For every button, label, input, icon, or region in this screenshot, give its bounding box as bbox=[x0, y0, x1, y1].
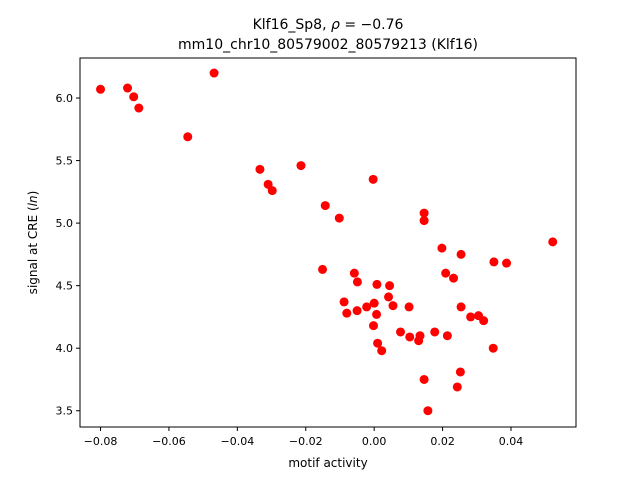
data-point-46 bbox=[479, 316, 489, 326]
y-tick-label-4: 5.0 bbox=[56, 217, 74, 230]
data-point-16 bbox=[352, 277, 362, 287]
data-points bbox=[96, 68, 558, 416]
data-point-7 bbox=[255, 164, 265, 174]
y-tick-label-6: 6.0 bbox=[56, 92, 74, 105]
data-point-10 bbox=[296, 161, 306, 171]
data-point-25 bbox=[388, 301, 398, 311]
y-axis-label-suffix: ) bbox=[26, 191, 40, 196]
data-point-17 bbox=[372, 279, 382, 289]
data-point-19 bbox=[384, 292, 394, 302]
data-point-11 bbox=[368, 174, 378, 184]
chart-title-prefix: Klf16_Sp8, bbox=[253, 17, 331, 33]
data-point-30 bbox=[373, 338, 383, 348]
y-tick-label-1: 3.5 bbox=[56, 405, 74, 418]
data-point-6 bbox=[183, 132, 193, 142]
chart-title-rho-value: = −0.76 bbox=[340, 17, 404, 33]
y-axis-ticks: 3.5 4.0 4.5 5.0 5.5 6.0 bbox=[56, 92, 80, 418]
data-point-37 bbox=[437, 243, 447, 253]
data-point-21 bbox=[342, 308, 352, 318]
chart-title-line1: Klf16_Sp8, ρ = −0.76 bbox=[253, 17, 404, 33]
data-point-23 bbox=[362, 302, 372, 312]
data-point-49 bbox=[548, 237, 558, 247]
x-tick-label-6: 0.02 bbox=[430, 435, 455, 448]
x-tick-label-1: −0.08 bbox=[84, 435, 118, 448]
data-point-32 bbox=[405, 332, 415, 342]
data-point-42 bbox=[442, 331, 452, 341]
data-point-50 bbox=[488, 343, 498, 353]
data-point-44 bbox=[466, 312, 476, 322]
x-tick-label-5: 0.00 bbox=[362, 435, 387, 448]
chart-title-rho: ρ bbox=[331, 17, 340, 33]
data-point-14 bbox=[318, 264, 328, 274]
data-point-43 bbox=[456, 302, 466, 312]
x-tick-label-2: −0.06 bbox=[152, 435, 186, 448]
data-point-22 bbox=[352, 306, 362, 316]
data-point-2 bbox=[123, 83, 133, 93]
data-point-12 bbox=[320, 201, 330, 211]
data-point-53 bbox=[452, 382, 462, 392]
x-tick-label-4: −0.02 bbox=[289, 435, 323, 448]
data-point-18 bbox=[385, 281, 395, 291]
data-point-15 bbox=[349, 268, 359, 278]
data-point-38 bbox=[456, 249, 466, 259]
data-point-41 bbox=[430, 327, 440, 337]
data-point-24 bbox=[369, 298, 379, 308]
data-point-31 bbox=[377, 346, 387, 356]
data-point-13 bbox=[334, 213, 344, 223]
x-tick-label-3: −0.04 bbox=[220, 435, 254, 448]
data-point-54 bbox=[423, 406, 433, 416]
data-point-47 bbox=[489, 257, 499, 267]
data-point-5 bbox=[209, 68, 219, 78]
data-point-1 bbox=[96, 84, 106, 94]
data-point-36 bbox=[419, 216, 429, 226]
data-point-48 bbox=[502, 258, 512, 268]
y-tick-label-3: 4.5 bbox=[56, 280, 74, 293]
data-point-26 bbox=[372, 309, 382, 319]
y-axis-label-italic: ln bbox=[26, 195, 40, 206]
chart-title-line2: mm10_chr10_80579002_80579213 (Klf16) bbox=[178, 37, 478, 53]
x-tick-label-7: 0.04 bbox=[499, 435, 524, 448]
y-tick-label-5: 5.5 bbox=[56, 155, 74, 168]
data-point-20 bbox=[339, 297, 349, 307]
x-axis-ticks: −0.08 −0.06 −0.04 −0.02 0.00 0.02 0.04 bbox=[84, 427, 524, 448]
data-point-9 bbox=[267, 186, 277, 196]
data-point-34 bbox=[415, 331, 425, 341]
data-point-35 bbox=[419, 208, 429, 218]
data-point-4 bbox=[134, 103, 144, 113]
data-point-51 bbox=[419, 374, 429, 384]
plot-area-frame bbox=[79, 57, 577, 428]
data-point-3 bbox=[129, 92, 139, 102]
y-tick-label-2: 4.0 bbox=[56, 342, 74, 355]
data-point-28 bbox=[404, 302, 414, 312]
data-point-52 bbox=[455, 367, 465, 377]
data-point-29 bbox=[396, 327, 406, 337]
data-point-39 bbox=[441, 268, 451, 278]
data-point-40 bbox=[449, 273, 459, 283]
x-axis-label: motif activity bbox=[288, 456, 367, 470]
y-axis-label-prefix: signal at CRE ( bbox=[26, 206, 40, 294]
data-point-27 bbox=[369, 321, 378, 331]
y-axis-label: signal at CRE (ln) bbox=[26, 191, 40, 295]
